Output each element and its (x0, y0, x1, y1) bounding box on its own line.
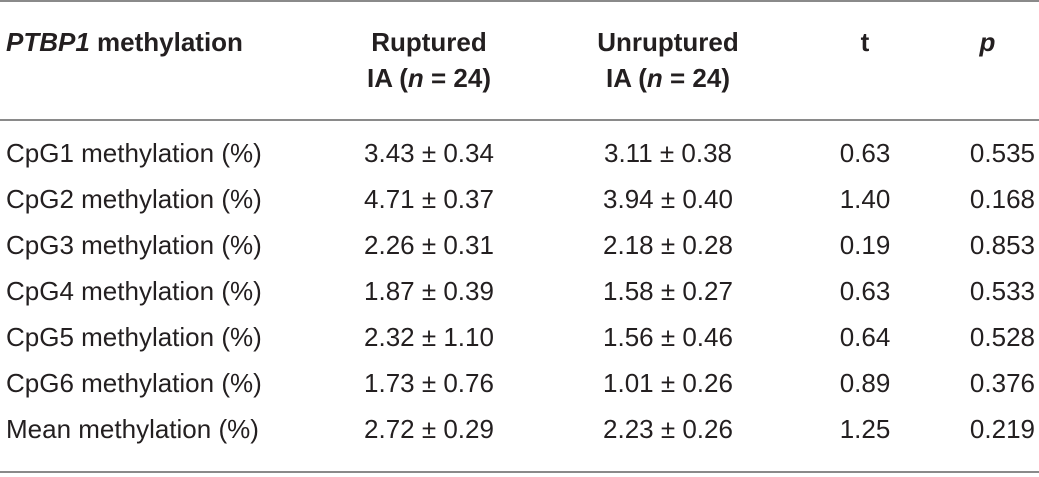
cell-variable: CpG2 methylation (%) (6, 184, 262, 214)
table-row: CpG6 methylation (%) 1.73 ± 0.76 1.01 ± … (0, 360, 1039, 406)
header-ruptured-n: n (407, 63, 424, 93)
table-row: CpG3 methylation (%) 2.26 ± 0.31 2.18 ± … (0, 222, 1039, 268)
header-ruptured-line1: Ruptured (371, 27, 487, 57)
cell-unruptured: 3.11 ± 0.38 (604, 138, 732, 168)
table-bottom-rule (0, 471, 1039, 473)
cell-ruptured: 2.72 ± 0.29 (364, 414, 494, 444)
cell-t: 0.64 (839, 322, 891, 352)
header-gene-name: PTBP1 (6, 27, 90, 57)
cell-ruptured: 2.26 ± 0.31 (364, 230, 494, 260)
cell-ruptured: 4.71 ± 0.37 (364, 184, 494, 214)
cell-p: 0.533 (969, 276, 1035, 306)
cell-p: 0.168 (969, 184, 1035, 214)
cell-variable: CpG5 methylation (%) (6, 322, 262, 352)
cell-p: 0.528 (969, 322, 1035, 352)
cell-unruptured: 3.94 ± 0.40 (603, 184, 733, 214)
cell-t: 1.40 (839, 184, 891, 214)
header-ruptured-suffix: = 24) (423, 63, 492, 93)
cell-ruptured: 3.43 ± 0.34 (364, 138, 494, 168)
header-unruptured: Unruptured IA (n = 24) (580, 24, 756, 96)
header-variable-suffix: methylation (89, 27, 243, 57)
cell-unruptured: 1.01 ± 0.26 (603, 368, 733, 398)
cell-t: 0.63 (839, 276, 891, 306)
cell-t: 1.25 (839, 414, 891, 444)
table-body: CpG1 methylation (%) 3.43 ± 0.34 3.11 ± … (0, 130, 1039, 452)
table-row: Mean methylation (%) 2.72 ± 0.29 2.23 ± … (0, 406, 1039, 452)
table-row: CpG1 methylation (%) 3.43 ± 0.34 3.11 ± … (0, 130, 1039, 176)
cell-ruptured: 2.32 ± 1.10 (364, 322, 494, 352)
cell-unruptured: 2.18 ± 0.28 (603, 230, 733, 260)
table-row: CpG4 methylation (%) 1.87 ± 0.39 1.58 ± … (0, 268, 1039, 314)
header-unruptured-suffix: = 24) (662, 63, 731, 93)
table-row: CpG5 methylation (%) 2.32 ± 1.10 1.56 ± … (0, 314, 1039, 360)
cell-p: 0.376 (969, 368, 1035, 398)
header-unruptured-line2: IA (n = 24) (580, 60, 756, 96)
cell-p: 0.535 (969, 138, 1035, 168)
cell-t: 0.63 (839, 138, 891, 168)
cell-unruptured: 1.58 ± 0.27 (603, 276, 733, 306)
header-variable: PTBP1 methylation (6, 24, 243, 60)
table-header-rule (0, 119, 1039, 121)
cell-unruptured: 2.23 ± 0.26 (603, 414, 733, 444)
cell-variable: CpG4 methylation (%) (6, 276, 262, 306)
cell-variable: CpG1 methylation (%) (6, 138, 262, 168)
header-ruptured: Ruptured IA (n = 24) (336, 24, 522, 96)
table-row: CpG2 methylation (%) 4.71 ± 0.37 3.94 ± … (0, 176, 1039, 222)
header-unruptured-n: n (646, 63, 663, 93)
header-ruptured-line2: IA (n = 24) (336, 60, 522, 96)
cell-ruptured: 1.73 ± 0.76 (364, 368, 494, 398)
cell-p: 0.219 (969, 414, 1035, 444)
header-unruptured-prefix: IA ( (605, 63, 647, 93)
cell-ruptured: 1.87 ± 0.39 (364, 276, 494, 306)
cell-variable: CpG6 methylation (%) (6, 368, 262, 398)
header-p: p (979, 27, 996, 57)
header-unruptured-line1: Unruptured (597, 27, 739, 57)
header-ruptured-prefix: IA ( (366, 63, 408, 93)
header-t: t (860, 27, 870, 57)
cell-t: 0.89 (839, 368, 891, 398)
cell-p: 0.853 (969, 230, 1035, 260)
cell-variable: Mean methylation (%) (6, 414, 259, 444)
cell-t: 0.19 (839, 230, 891, 260)
cell-variable: CpG3 methylation (%) (6, 230, 262, 260)
cell-unruptured: 1.56 ± 0.46 (603, 322, 733, 352)
table-header-row: PTBP1 methylation Ruptured IA (n = 24) U… (0, 24, 1039, 104)
table-top-rule (0, 0, 1039, 2)
